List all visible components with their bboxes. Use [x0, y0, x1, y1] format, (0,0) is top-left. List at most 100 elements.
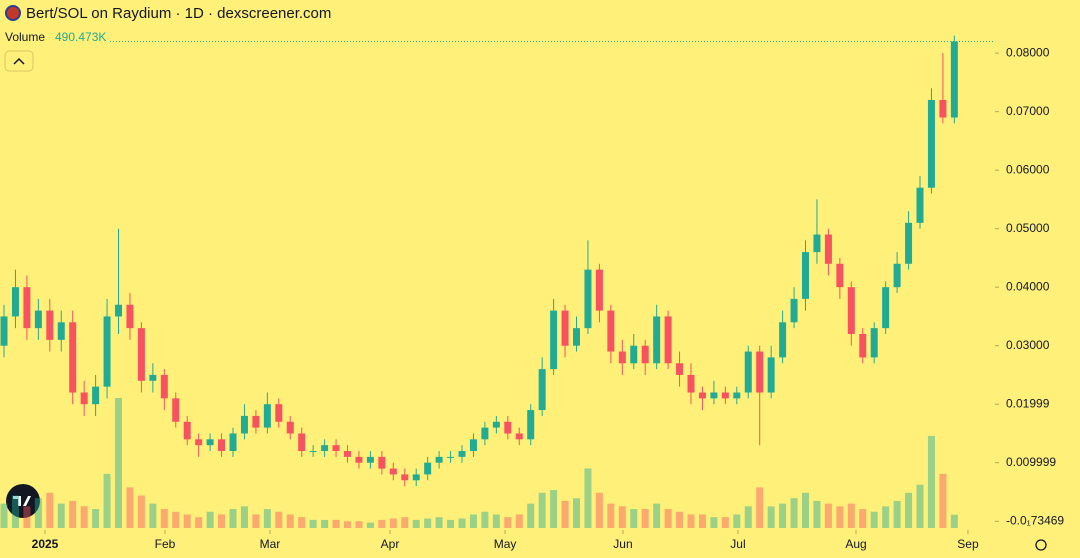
- volume-bar: [424, 518, 432, 528]
- candle-body: [0, 316, 8, 346]
- candle-body: [263, 404, 271, 428]
- volume-bar: [252, 514, 260, 528]
- settings-icon[interactable]: [1035, 539, 1047, 551]
- volume-bar: [0, 503, 8, 528]
- volume-bar: [34, 498, 42, 528]
- volume-bar: [561, 500, 569, 528]
- volume-bar: [595, 492, 603, 528]
- volume-bar: [882, 506, 890, 528]
- candle-body: [573, 328, 581, 346]
- volume-value: 490.473K: [55, 30, 106, 44]
- candle-body: [34, 310, 42, 329]
- candle-body: [836, 263, 844, 288]
- candle-body: [332, 445, 340, 452]
- candle-body: [92, 386, 100, 405]
- chart-title: Bert/SOL on Raydium · 1D · dexscreener.c…: [26, 5, 331, 22]
- candle-body: [790, 298, 798, 323]
- candle-body: [298, 433, 306, 452]
- candle-body: [389, 468, 397, 475]
- candle-body: [195, 439, 203, 446]
- volume-bar: [653, 503, 661, 528]
- volume-bar: [160, 509, 168, 528]
- volume-name: Volume: [5, 30, 45, 44]
- token-icon: [5, 5, 21, 21]
- volume-bar: [870, 511, 878, 528]
- volume-bar: [115, 398, 123, 528]
- volume-bar: [767, 506, 775, 528]
- y-tick-label: -0.0₁73469: [1006, 513, 1064, 527]
- volume-bar: [802, 492, 810, 528]
- volume-bar: [389, 518, 397, 528]
- candle-body: [458, 451, 466, 457]
- volume-bar: [149, 503, 157, 528]
- candle-body: [630, 345, 638, 364]
- volume-bar: [641, 509, 649, 528]
- tv-logo: [6, 484, 40, 518]
- candle-body: [538, 369, 546, 411]
- volume-bar: [527, 503, 535, 528]
- x-tick-label: Sep: [957, 537, 979, 551]
- volume-bar: [630, 509, 638, 528]
- volume-bar: [481, 511, 489, 528]
- volume-bar: [905, 492, 913, 528]
- volume-bar: [309, 519, 317, 528]
- candle-body: [939, 99, 947, 118]
- collapse-button[interactable]: [4, 50, 34, 72]
- y-tick-label: 0.03000: [1006, 338, 1050, 352]
- volume-bar: [756, 487, 764, 528]
- volume-bar: [206, 511, 214, 528]
- candle-body: [515, 433, 523, 440]
- volume-bar: [23, 506, 31, 528]
- candle-body: [813, 234, 821, 253]
- candle-body: [584, 269, 592, 329]
- candle-body: [469, 439, 477, 452]
- volume-bar: [401, 517, 409, 528]
- volume-bar: [927, 435, 935, 528]
- volume-bar: [366, 522, 374, 528]
- volume-bar: [847, 503, 855, 528]
- candle-body: [378, 456, 386, 469]
- candle-body: [218, 439, 226, 452]
- candle-body: [252, 415, 260, 428]
- volume-bar: [183, 514, 191, 528]
- volume-bar: [172, 511, 180, 528]
- candle-body: [69, 322, 77, 393]
- volume-bar: [607, 503, 615, 528]
- candle-body: [550, 310, 558, 370]
- volume-bar: [939, 473, 947, 528]
- volume-bar: [573, 498, 581, 528]
- candle-body: [905, 222, 913, 264]
- candle-body: [183, 421, 191, 440]
- y-tick-label: 0.06000: [1006, 162, 1050, 176]
- candle-body: [424, 462, 432, 475]
- candle-body: [893, 263, 901, 288]
- volume-bar: [447, 519, 455, 528]
- candle-body: [698, 392, 706, 399]
- x-tick-label: Aug: [845, 537, 866, 551]
- candle-body: [149, 374, 157, 381]
- volume-bar: [618, 506, 626, 528]
- volume-bar: [676, 511, 684, 528]
- volume-bar: [859, 509, 867, 528]
- volume-bar: [469, 514, 477, 528]
- candle-body: [744, 351, 752, 393]
- candle-body: [595, 269, 603, 311]
- volume-bar: [240, 506, 248, 528]
- volume-bar: [584, 468, 592, 528]
- candle-body: [172, 398, 180, 422]
- volume-bar: [779, 503, 787, 528]
- volume-bar: [46, 492, 54, 528]
- candle-body: [676, 363, 684, 375]
- y-tick-label: 0.04000: [1006, 279, 1050, 293]
- candle-body: [57, 322, 65, 340]
- candle-body: [927, 99, 935, 188]
- x-tick-label: Jun: [613, 537, 632, 551]
- x-tick-label: 2025: [32, 537, 59, 551]
- candle-body: [80, 392, 88, 405]
- candle-body: [733, 392, 741, 399]
- volume-bar: [344, 521, 352, 528]
- candle-body: [492, 421, 500, 428]
- candle-body: [859, 333, 867, 358]
- candle-body: [344, 451, 352, 457]
